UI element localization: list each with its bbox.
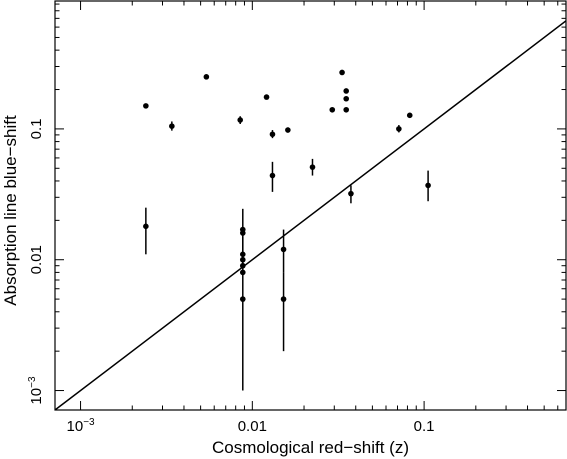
data-marker: [269, 131, 276, 138]
reference-line-y-equals-x: [55, 19, 566, 410]
data-marker: [263, 94, 270, 100]
data-marker: [269, 172, 276, 179]
data-points: [143, 69, 431, 391]
data-point: [280, 229, 287, 273]
data-point: [143, 103, 149, 109]
x-axis-label: Cosmological red−shift (z): [212, 438, 409, 457]
data-point: [309, 158, 316, 176]
data-point: [143, 207, 149, 255]
data-point: [329, 106, 336, 113]
data-marker: [343, 95, 350, 102]
data-point: [280, 272, 287, 352]
data-point: [239, 296, 246, 302]
y-tick-label: 0.01: [28, 245, 45, 274]
data-marker: [280, 296, 287, 302]
x-tick-label: 0.01: [238, 418, 267, 435]
data-point: [169, 121, 175, 131]
data-marker: [343, 88, 350, 94]
data-marker: [143, 223, 149, 230]
plot-frame: [54, 0, 567, 411]
data-marker: [203, 74, 210, 80]
axis-ticks: 10−3 0.01 0.1 10−3 0.01 0.1: [27, 1, 566, 435]
x-tick-label: 10−3: [67, 417, 96, 435]
reference-layer: [55, 19, 566, 410]
data-marker: [425, 182, 431, 189]
data-marker: [285, 127, 291, 133]
data-point: [348, 185, 354, 204]
data-point: [269, 161, 276, 192]
data-marker: [309, 164, 316, 170]
data-point: [237, 116, 244, 125]
data-point: [406, 112, 413, 119]
data-marker: [396, 126, 402, 132]
data-point: [396, 125, 402, 133]
data-marker: [237, 117, 244, 123]
data-marker: [343, 106, 350, 113]
data-marker: [280, 246, 287, 253]
y-tick-label: 10−3: [27, 376, 45, 405]
data-point: [343, 88, 350, 94]
data-point: [239, 230, 246, 236]
data-point: [269, 130, 276, 139]
x-tick-label: 0.1: [414, 418, 435, 435]
data-point: [425, 170, 431, 202]
data-marker: [239, 296, 246, 302]
data-point: [285, 127, 291, 133]
data-point: [203, 74, 210, 80]
data-marker: [329, 106, 336, 113]
data-point: [239, 236, 246, 391]
data-marker: [143, 103, 149, 109]
data-marker: [239, 230, 246, 236]
data-point: [263, 94, 270, 100]
data-marker: [348, 190, 354, 197]
y-axis-label: Absorption line blue−shift: [1, 115, 20, 306]
data-marker: [406, 112, 413, 119]
data-point: [339, 69, 345, 76]
data-marker: [239, 269, 246, 276]
data-marker: [339, 69, 345, 76]
data-point: [343, 106, 350, 113]
data-point: [343, 95, 350, 102]
y-tick-label: 0.1: [28, 118, 45, 139]
data-marker: [169, 123, 175, 129]
